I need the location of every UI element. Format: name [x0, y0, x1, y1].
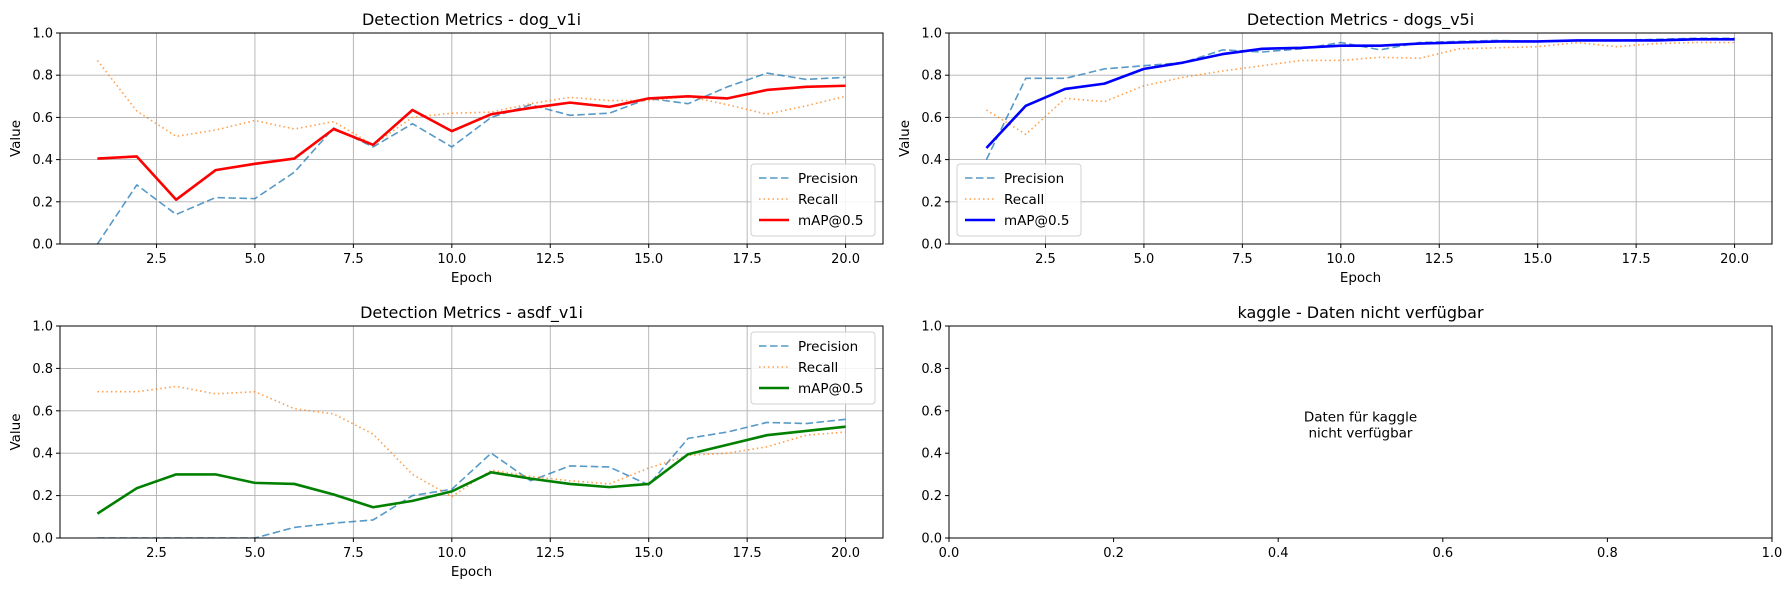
x-tick-label: 10.0 [1326, 252, 1355, 267]
legend-label: mAP@0.5 [1004, 213, 1070, 229]
x-tick-label: 7.5 [1232, 252, 1253, 267]
y-tick-label: 1.0 [921, 320, 942, 335]
y-tick-label: 1.0 [921, 27, 942, 42]
x-tick-label: 0.4 [1268, 546, 1289, 561]
y-tick-label: 0.4 [921, 153, 942, 168]
y-tick-label: 0.8 [32, 69, 53, 84]
y-tick-label: 0.6 [32, 404, 53, 419]
series-line-map-0-5 [96, 425, 846, 515]
x-tick-label: 12.5 [536, 252, 565, 267]
x-tick-label: 0.6 [1432, 546, 1453, 561]
y-tick-label: 0.0 [921, 532, 942, 547]
legend-label: Precision [798, 339, 858, 355]
y-tick-label: 0.0 [32, 532, 53, 547]
axes-frame [948, 325, 1773, 539]
x-tick-label: 12.5 [536, 546, 565, 561]
legend: Precision Recall mAP@0.5 [750, 331, 876, 405]
legend: Precision Recall mAP@0.5 [750, 163, 876, 237]
chart-title: kaggle - Daten nicht verfügbar [1237, 303, 1483, 322]
y-tick-label: 0.2 [921, 489, 942, 504]
axes-frame [59, 325, 884, 539]
x-tick-label: 5.0 [245, 252, 266, 267]
x-tick-label: 15.0 [1523, 252, 1552, 267]
x-tick-label: 17.5 [733, 546, 762, 561]
x-tick-label: 0.8 [1597, 546, 1618, 561]
y-tick-label: 0.4 [921, 447, 942, 462]
y-tick-label: 0.6 [921, 404, 942, 419]
y-tick-label: 0.6 [32, 111, 53, 126]
x-tick-label: 2.5 [146, 252, 167, 267]
y-tick-label: 0.4 [32, 153, 53, 168]
series-line-recall [97, 385, 846, 498]
legend: Precision Recall mAP@0.5 [956, 163, 1082, 237]
x-tick-label: 2.5 [146, 546, 167, 561]
y-axis-label: Value [897, 120, 913, 157]
legend-label: Recall [798, 192, 838, 208]
chart-title: Detection Metrics - asdf_v1i [360, 303, 583, 323]
x-tick-label: 17.5 [733, 252, 762, 267]
x-tick-label: 0.0 [939, 546, 960, 561]
x-tick-label: 15.0 [634, 546, 663, 561]
legend-label: mAP@0.5 [798, 213, 864, 229]
x-tick-label: 2.5 [1035, 252, 1056, 267]
y-tick-label: 0.0 [921, 238, 942, 253]
x-axis-label: Epoch [1340, 270, 1381, 286]
subplot-4: 0.0 0.2 0.4 0.6 0.8 1.0 0.0 0.2 0.4 0.6 0.8 1.0 kagg… [921, 303, 1782, 561]
no-data-annotation: nicht verfügbar [1309, 425, 1413, 441]
legend-box [750, 331, 876, 405]
y-tick-label: 1.0 [32, 27, 53, 42]
x-axis-label: Epoch [451, 270, 492, 286]
x-tick-label: 1.0 [1762, 546, 1783, 561]
y-tick-label: 0.6 [921, 111, 942, 126]
series-line-map-0-5 [985, 38, 1735, 149]
subplot-3: 2.5 5.0 7.5 10.0 12.5 15.0 17.5 20.0 0.0 0.2 0.4 0.… [8, 303, 884, 580]
legend-label: Precision [798, 171, 858, 187]
legend-box [956, 163, 1082, 237]
y-tick-label: 1.0 [32, 320, 53, 335]
axes-frame [948, 32, 1773, 245]
y-tick-label: 0.2 [32, 489, 53, 504]
x-tick-label: 10.0 [437, 546, 466, 561]
axes-frame [59, 32, 884, 245]
y-axis-label: Value [8, 413, 24, 450]
legend-box [750, 163, 876, 237]
x-tick-label: 12.5 [1425, 252, 1454, 267]
x-tick-label: 15.0 [634, 252, 663, 267]
y-tick-label: 0.8 [921, 362, 942, 377]
no-data-annotation: Daten für kaggle [1304, 409, 1417, 425]
y-tick-label: 0.2 [921, 195, 942, 210]
chart-title: Detection Metrics - dog_v1i [362, 10, 581, 30]
x-tick-label: 10.0 [437, 252, 466, 267]
x-tick-label: 7.5 [343, 546, 364, 561]
subplot-2: 2.5 5.0 7.5 10.0 12.5 15.0 17.5 20.0 0.0 0.2 0.4 0.… [897, 10, 1773, 286]
series-line-precision [97, 418, 846, 538]
y-tick-label: 0.0 [32, 238, 53, 253]
y-tick-label: 0.2 [32, 195, 53, 210]
series-line-precision [985, 37, 1735, 160]
subplot-1: 2.5 5.0 7.5 10.0 12.5 15.0 17.5 20.0 0.0 0.2 0.4 0.… [8, 10, 884, 286]
series-line-precision [96, 72, 846, 244]
y-tick-label: 0.8 [921, 69, 942, 84]
y-tick-label: 0.8 [32, 362, 53, 377]
legend-label: Precision [1004, 171, 1064, 187]
x-tick-label: 5.0 [245, 546, 266, 561]
legend-label: Recall [1004, 192, 1044, 208]
series-line-recall [96, 59, 846, 146]
x-tick-label: 20.0 [831, 252, 860, 267]
legend-label: Recall [798, 360, 838, 376]
x-tick-label: 20.0 [831, 546, 860, 561]
y-tick-label: 0.4 [32, 447, 53, 462]
x-tick-label: 20.0 [1720, 252, 1749, 267]
series-line-map-0-5 [97, 84, 846, 201]
x-axis-label: Epoch [451, 564, 492, 580]
series-line-recall [985, 41, 1735, 136]
x-tick-label: 0.2 [1103, 546, 1124, 561]
legend-label: mAP@0.5 [798, 381, 864, 397]
x-tick-label: 17.5 [1622, 252, 1651, 267]
x-tick-label: 7.5 [343, 252, 364, 267]
chart-title: Detection Metrics - dogs_v5i [1247, 10, 1474, 30]
y-axis-label: Value [8, 120, 24, 157]
x-tick-label: 5.0 [1134, 252, 1155, 267]
